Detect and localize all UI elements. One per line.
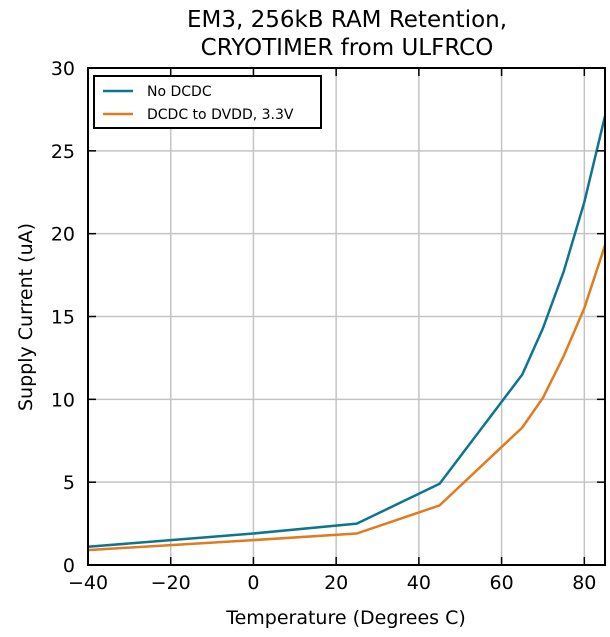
legend-label-dcdc: DCDC to DVDD, 3.3V bbox=[147, 107, 294, 123]
series-lines bbox=[87, 115, 607, 552]
legend-label-no-dcdc: No DCDC bbox=[147, 84, 212, 100]
x-tick-label: 20 bbox=[324, 572, 348, 594]
y-tick-label: 10 bbox=[51, 389, 75, 411]
y-tick-label: 5 bbox=[63, 472, 75, 494]
grid-lines bbox=[88, 68, 605, 565]
y-tick-label: 0 bbox=[63, 555, 75, 577]
x-tick-label: 80 bbox=[572, 572, 596, 594]
legend: No DCDC DCDC to DVDD, 3.3V bbox=[93, 75, 322, 129]
x-tick-label: 40 bbox=[407, 572, 431, 594]
x-tick-label: −40 bbox=[68, 572, 108, 594]
x-tick-label: 0 bbox=[247, 572, 259, 594]
series-line-dcdc bbox=[87, 244, 607, 552]
x-axis-label: Temperature (Degrees C) bbox=[225, 607, 466, 629]
y-axis-label: Supply Current (uA) bbox=[15, 223, 37, 411]
x-tick-label: 60 bbox=[490, 572, 514, 594]
chart-title-line-2: CRYOTIMER from ULFRCO bbox=[201, 35, 494, 61]
legend-box bbox=[93, 75, 322, 129]
chart-title-line-1: EM3, 256kB RAM Retention, bbox=[187, 7, 507, 33]
y-tick-label: 15 bbox=[51, 307, 75, 329]
x-tick-label: −20 bbox=[151, 572, 191, 594]
y-tick-label: 20 bbox=[51, 224, 75, 246]
y-tick-label: 25 bbox=[51, 141, 75, 163]
axis-ticks: −40 −20 0 20 40 60 80 0 5 10 15 20 25 30 bbox=[51, 58, 605, 594]
series-line-no-dcdc bbox=[87, 115, 607, 549]
y-tick-label: 30 bbox=[51, 58, 75, 80]
